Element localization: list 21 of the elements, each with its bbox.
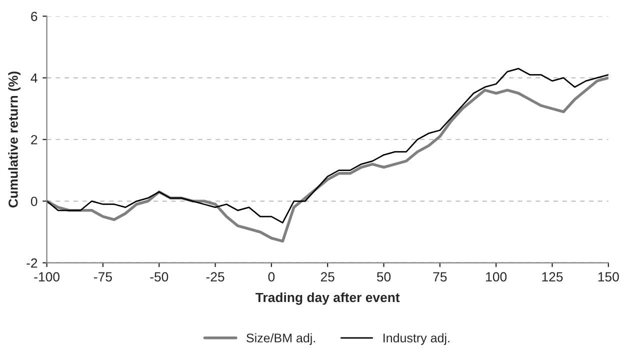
legend-label: Industry adj. <box>384 333 450 345</box>
x-tick-label: 100 <box>486 272 507 282</box>
x-tick-label: -25 <box>206 272 224 282</box>
x-tick-label: 75 <box>433 272 447 282</box>
y-tick-label: 0 <box>30 196 38 206</box>
x-tick-label: 125 <box>542 272 563 282</box>
x-axis-title: Trading day after event <box>256 292 400 305</box>
x-tick-label: 150 <box>598 272 619 282</box>
y-axis-title: Cumulative return (%) <box>8 72 20 208</box>
x-tick-label: 25 <box>320 272 334 282</box>
y-tick-label: -2 <box>26 258 38 268</box>
x-tick-label: -100 <box>34 272 60 282</box>
x-tick-label: 50 <box>376 272 391 282</box>
x-tick-label: 0 <box>268 272 275 282</box>
line-series <box>46 68 608 224</box>
x-tick-label: -50 <box>150 272 168 282</box>
y-tick-label: 4 <box>30 74 38 83</box>
y-tick-label: 6 <box>31 12 38 22</box>
legend-label: Size/BM adj. <box>246 333 315 345</box>
y-tick-label: 2 <box>31 135 38 144</box>
x-tick-label: -75 <box>94 272 112 282</box>
